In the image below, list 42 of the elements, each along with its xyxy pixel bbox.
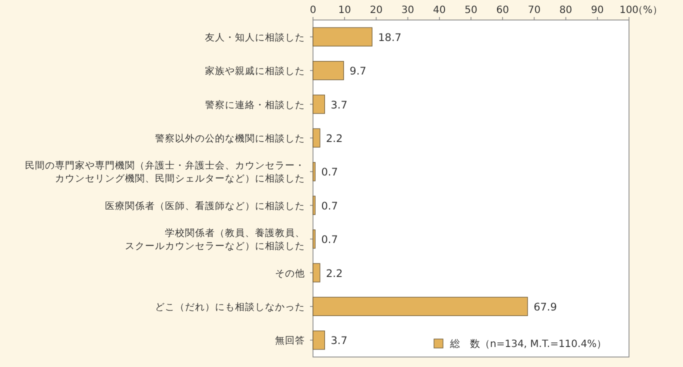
- data-label: 2.2: [326, 132, 343, 145]
- y-tick-label: その他: [275, 267, 305, 280]
- data-label: 18.7: [378, 32, 402, 44]
- x-tick-label: 60: [496, 5, 509, 16]
- bar: [312, 60, 344, 80]
- y-tick-label: 警察以外の公的な機関に相談した: [155, 132, 305, 144]
- data-label: 3.7: [330, 335, 348, 348]
- data-label: 0.7: [321, 234, 338, 246]
- bar: [312, 27, 372, 46]
- x-tick-label: 50: [464, 5, 478, 16]
- x-tick-label: 20: [370, 5, 383, 16]
- x-tick-label: 0: [310, 5, 316, 16]
- x-tick-label: 40: [433, 5, 446, 16]
- data-label: 0.7: [321, 166, 338, 179]
- x-tick-label: 30: [401, 5, 414, 16]
- y-tick-label: 医療関係者（医師、看護師など）に相談した: [105, 200, 305, 212]
- legend-label: 総 数（n=134, M.T.=110.4%）: [449, 338, 607, 350]
- y-tick-label: どこ（だれ）にも相談しなかった: [155, 300, 305, 313]
- y-tick-label: 友人・知人に相談した: [205, 31, 305, 44]
- data-label: 3.7: [330, 99, 348, 112]
- y-tick-label: 民間の専門家や専門機関（弁護士・弁護士会、カウンセラー・カウンセリング機関、民間シェルターなど）に相談した: [25, 160, 305, 185]
- bar: [312, 296, 528, 316]
- data-label: 0.7: [321, 200, 338, 212]
- x-tick-label: 10: [338, 5, 351, 16]
- data-label: 9.7: [350, 66, 366, 78]
- x-tick-label: 100: [619, 5, 639, 16]
- data-label: 67.9: [534, 301, 557, 314]
- bar: [312, 196, 316, 215]
- y-tick-label: 無回答: [275, 334, 305, 347]
- x-tick-label: 90: [591, 5, 604, 16]
- y-tick-label: 警察に連絡・相談した: [205, 98, 305, 111]
- bar: [312, 162, 316, 182]
- y-tick-label: 学校関係者（教員、養護教員、スクールカウンセラーなど）に相談した: [125, 227, 305, 252]
- bar: [312, 229, 316, 249]
- bar: [312, 263, 320, 282]
- bar: [312, 330, 325, 350]
- x-tick-label: 70: [528, 5, 541, 16]
- x-tick-label: 80: [559, 5, 572, 16]
- y-tick-label: 家族や親戚に相談した: [205, 65, 305, 78]
- bar: [312, 128, 320, 148]
- bar: [312, 94, 325, 114]
- data-label: 2.2: [326, 268, 343, 280]
